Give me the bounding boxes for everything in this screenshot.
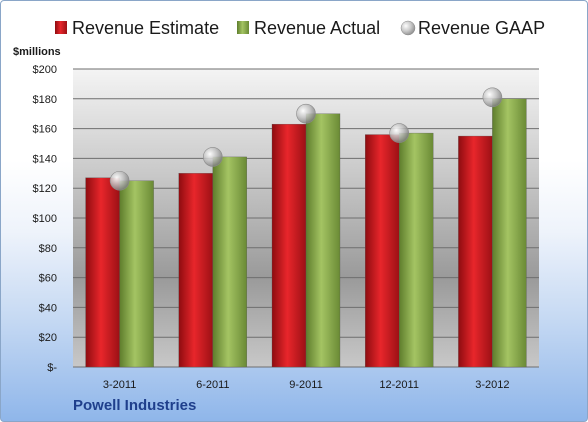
y-axis-ticks: $- $20 $40 $60 $80 $100 $120 $140 $160 $180 $200: [33, 64, 58, 374]
actual-bar-3-2011: [119, 180, 154, 368]
gaap-marker-9-2011: [296, 103, 316, 124]
gaap-marker-6-2011: [203, 147, 223, 167]
estimate-bar-3-2011: [85, 177, 120, 368]
legend-swatch-gaap: [400, 20, 416, 36]
actual-bar-6-2011: [212, 156, 247, 368]
estimate-bar-3-2012: [458, 135, 493, 368]
x-tick-label: 9-2011: [289, 379, 322, 391]
x-tick-label: 3-2011: [103, 379, 136, 391]
actual-bar-3-2012: [492, 98, 527, 368]
gaap-marker-3-2012: [482, 87, 503, 108]
estimate-bar-9-2011: [271, 123, 307, 368]
x-axis-ticks: 3-2011 6-2011 9-2011 12-2011 3-2012: [103, 379, 510, 391]
legend-swatch-actual: [237, 21, 249, 34]
legend-label: Revenue Actual: [254, 18, 380, 38]
y-tick-label: $-: [47, 362, 57, 374]
x-tick-label: 12-2011: [379, 379, 419, 391]
legend-swatch-estimate: [55, 21, 67, 34]
y-tick-label: $80: [39, 243, 57, 255]
bars-layer: [85, 98, 527, 368]
y-tick-label: $40: [39, 302, 57, 314]
actual-bar-12-2011: [399, 132, 434, 368]
y-tick-label: $200: [33, 64, 57, 76]
legend-label: Revenue GAAP: [418, 18, 545, 38]
y-tick-label: $100: [33, 213, 57, 225]
estimate-bar-6-2011: [178, 173, 213, 368]
y-tick-label: $160: [33, 124, 57, 136]
y-tick-label: $20: [39, 332, 57, 344]
company-name: Powell Industries: [73, 397, 197, 414]
y-tick-label: $60: [39, 273, 57, 285]
legend: Revenue Estimate Revenue Actual Revenue GA…: [55, 18, 545, 38]
y-axis-unit-label: $millions: [13, 46, 61, 58]
legend-label: Revenue Estimate: [72, 18, 219, 38]
y-tick-label: $120: [33, 183, 57, 195]
x-tick-label: 3-2012: [475, 379, 509, 391]
estimate-bar-12-2011: [365, 134, 400, 368]
gaap-markers-layer: [109, 87, 503, 191]
actual-bar-9-2011: [305, 113, 341, 368]
y-tick-label: $180: [33, 94, 57, 106]
gaap-marker-3-2011: [109, 170, 130, 191]
gaap-marker-12-2011: [389, 123, 410, 143]
y-tick-label: $140: [33, 153, 57, 165]
x-tick-label: 6-2011: [196, 379, 229, 391]
